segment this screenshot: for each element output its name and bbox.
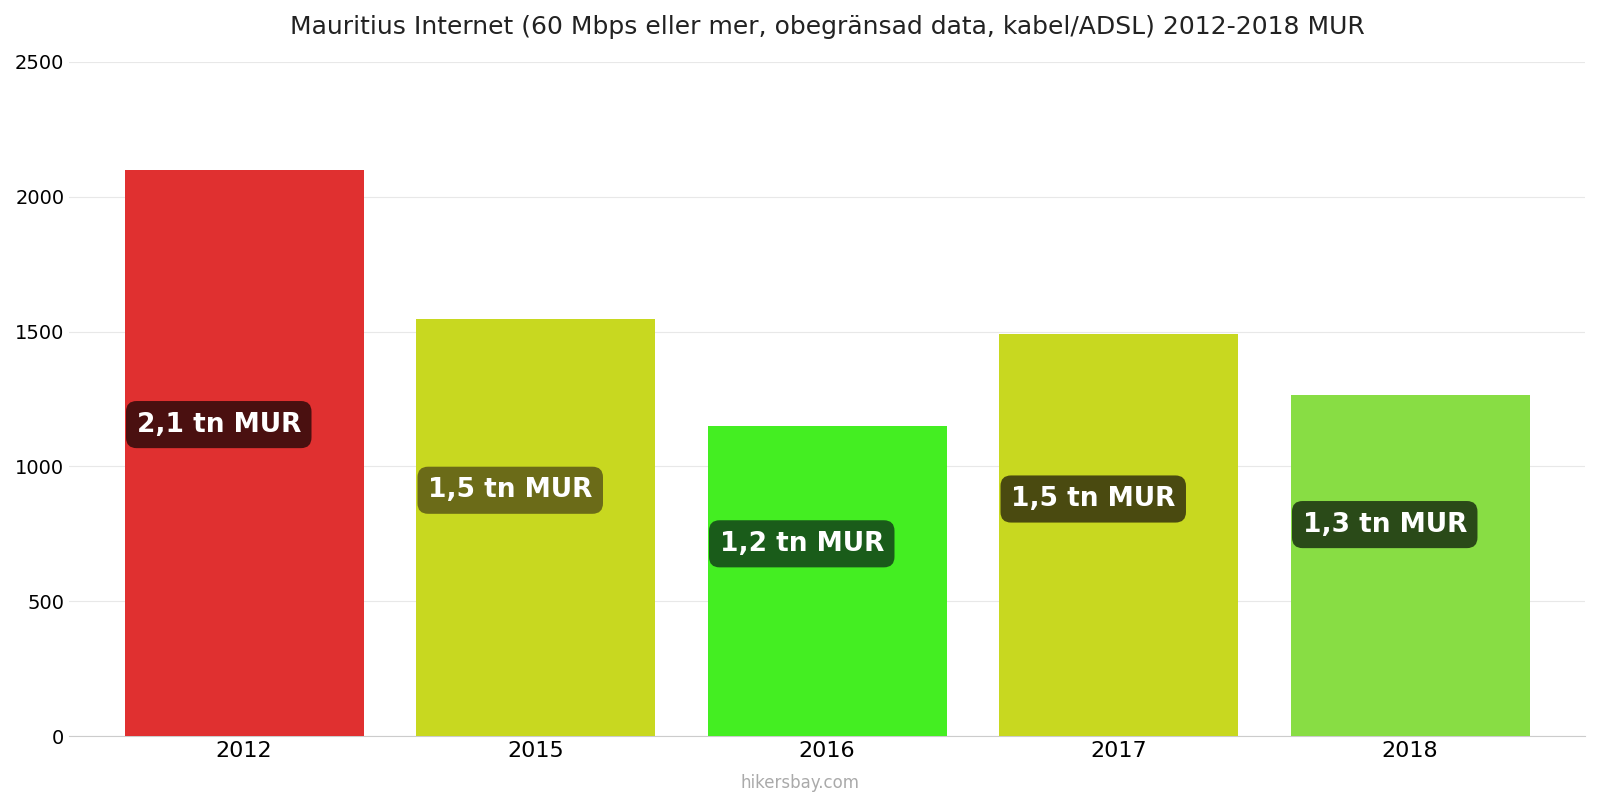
Text: 1,3 tn MUR: 1,3 tn MUR [1302,511,1467,538]
Text: 1,2 tn MUR: 1,2 tn MUR [720,531,883,557]
Text: 1,5 tn MUR: 1,5 tn MUR [1011,486,1176,512]
Bar [416,319,654,736]
Bar [707,426,947,736]
Text: 1,5 tn MUR: 1,5 tn MUR [429,478,592,503]
Bar [998,334,1238,736]
Text: 2,1 tn MUR: 2,1 tn MUR [136,411,301,438]
Title: Mauritius Internet (60 Mbps eller mer, obegränsad data, kabel/ADSL) 2012-2018 MU: Mauritius Internet (60 Mbps eller mer, o… [290,15,1365,39]
Text: hikersbay.com: hikersbay.com [741,774,859,792]
Bar [1291,395,1530,736]
Bar [125,170,363,736]
